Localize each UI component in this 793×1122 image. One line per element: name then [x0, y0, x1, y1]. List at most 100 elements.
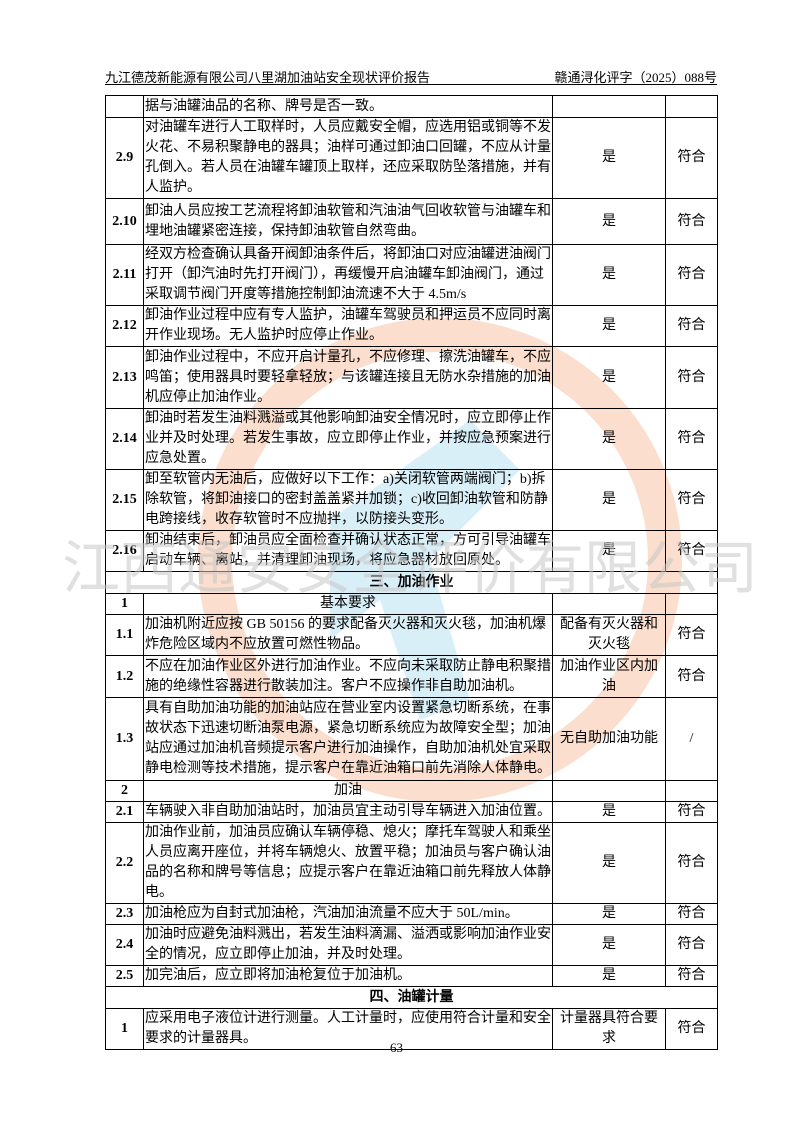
table-row: 1.3 具有自助加油功能的加油站应在营业室内设置紧急切断系统，在事故状态下迅速切断…: [105, 697, 718, 781]
requirement-text: 据与油罐油品的名称、牌号是否一致。: [143, 95, 553, 118]
requirement-text: 加油时应避免油料溅出，若发生油料滴漏、溢洒或影响加油作业安全的情况，应立即停止加…: [143, 924, 553, 966]
table-row: 2.14 卸油时若发生油料溅溢或其他影响卸油安全情况时，应立即停止作业并及时处理。…: [105, 408, 718, 470]
result-cell: 计量器具符合要求: [552, 1008, 666, 1050]
conclusion-cell: 符合: [665, 822, 718, 904]
table-row: 2.2 加油作业前，加油员应确认车辆停稳、熄火；摩托车驾驶人和乘坐人员应离开座位，…: [105, 822, 718, 904]
table-row: 2.16 卸油结束后，卸油员应全面检查并确认状态正常，方可引导油罐车启动车辆、离站…: [105, 530, 718, 572]
result-cell: 是: [552, 408, 666, 470]
subsection-title: 加油: [143, 780, 553, 802]
table-row: 2.13 卸油作业过程中，不应开启计量孔，不应修理、擦洗油罐车，不应鸣笛；使用器具…: [105, 346, 718, 409]
conclusion-cell: 符合: [665, 614, 718, 656]
item-number: 1.1: [105, 614, 144, 656]
item-number: 2.1: [105, 801, 144, 823]
conclusion-cell: 符合: [665, 530, 718, 572]
result-cell: 是: [552, 198, 666, 245]
subsection-title: 基本要求: [143, 593, 553, 615]
conclusion-cell: [665, 593, 718, 615]
result-cell: 是: [552, 469, 666, 531]
conclusion-cell: 符合: [665, 346, 718, 409]
result-cell: [552, 780, 666, 802]
table-row: 2.4 加油时应避免油料溅出，若发生油料滴漏、溢洒或影响加油作业安全的情况，应立即…: [105, 924, 718, 966]
table-row: 2.3 加油枪应为自封式加油枪，汽油加油流量不应大于 50L/min。是符合: [105, 903, 718, 925]
conclusion-cell: 符合: [665, 801, 718, 823]
table-row: 1 应采用电子液位计进行测量。人工计量时，应使用符合计量和安全要求的计量器具。 计量…: [105, 1008, 718, 1050]
result-cell: 是: [552, 903, 666, 925]
conclusion-cell: 符合: [665, 924, 718, 966]
item-number: 2.11: [105, 244, 144, 306]
item-number: 2.10: [105, 198, 144, 245]
table-row: 2.10 卸油人员应按工艺流程将卸油软管和汽油油气回收软管与油罐车和埋地油罐紧密连…: [105, 198, 718, 245]
inspection-table: 据与油罐油品的名称、牌号是否一致。 2.9 对油罐车进行人工取样时，人员应戴安全帽，…: [105, 95, 718, 1050]
item-number: 2.14: [105, 408, 144, 470]
result-cell: 是: [552, 244, 666, 306]
result-cell: 是: [552, 117, 666, 199]
requirement-text: 加油机附近应按 GB 50156 的要求配备灭火器和灭火毯，加油机爆炸危险区域内…: [143, 614, 553, 656]
table-row: 1.2 不应在加油作业区外进行加油作业。不应向未采取防止静电积聚措施的绝缘性容器进…: [105, 655, 718, 698]
result-cell: [552, 593, 666, 615]
conclusion-cell: [665, 780, 718, 802]
conclusion-cell: 符合: [665, 198, 718, 245]
section-title: 四、油罐计量: [105, 986, 718, 1009]
requirement-text: 具有自助加油功能的加油站应在营业室内设置紧急切断系统，在事故状态下迅速切断油泵电…: [143, 697, 553, 781]
requirement-text: 卸油人员应按工艺流程将卸油软管和汽油油气回收软管与油罐车和埋地油罐紧密连接，保持…: [143, 198, 553, 245]
table-row: 据与油罐油品的名称、牌号是否一致。: [105, 95, 718, 118]
item-number: 1: [105, 1008, 144, 1050]
result-cell: 是: [552, 801, 666, 823]
table-row: 1 基本要求: [105, 593, 718, 615]
requirement-text: 加油枪应为自封式加油枪，汽油加油流量不应大于 50L/min。: [143, 903, 553, 925]
table-row: 2.5 加完油后，应立即将加油枪复位于加油机。是符合: [105, 965, 718, 987]
requirement-text: 卸油作业过程中应有专人监护，油罐车驾驶员和押运员不应同时离开作业现场。无人监护时…: [143, 305, 553, 347]
requirement-text: 加完油后，应立即将加油枪复位于加油机。: [143, 965, 553, 987]
table-row: 2 加油: [105, 780, 718, 802]
section-header-row: 四、油罐计量: [105, 986, 718, 1009]
table-row: 2.9 对油罐车进行人工取样时，人员应戴安全帽，应选用铝或铜等不发火花、不易积聚静…: [105, 117, 718, 199]
requirement-text: 对油罐车进行人工取样时，人员应戴安全帽，应选用铝或铜等不发火花、不易积聚静电的器…: [143, 117, 553, 199]
requirement-text: 卸至软管内无油后，应做好以下工作：a)关闭软管两端阀门；b)拆除软管，将卸油接口…: [143, 469, 553, 531]
conclusion-cell: 符合: [665, 903, 718, 925]
conclusion-cell: 符合: [665, 117, 718, 199]
item-number: 2.13: [105, 346, 144, 409]
document-number: 赣通浔化评字（2025）088号: [554, 70, 717, 85]
result-cell: 是: [552, 305, 666, 347]
item-number: [105, 95, 144, 118]
table-row: 1.1 加油机附近应按 GB 50156 的要求配备灭火器和灭火毯，加油机爆炸危险…: [105, 614, 718, 656]
table-row: 2.11 经双方检查确认具备开阀卸油条件后，将卸油口对应油罐进油阀门打开（卸汽油时…: [105, 244, 718, 306]
requirement-text: 卸油作业过程中，不应开启计量孔，不应修理、擦洗油罐车，不应鸣笛；使用器具时要轻拿…: [143, 346, 553, 409]
section-header-row: 三、加油作业: [105, 571, 718, 594]
requirement-text: 经双方检查确认具备开阀卸油条件后，将卸油口对应油罐进油阀门打开（卸汽油时先打开阀…: [143, 244, 553, 306]
result-cell: 是: [552, 822, 666, 904]
table-row: 2.12 卸油作业过程中应有专人监护，油罐车驾驶员和押运员不应同时离开作业现场。无…: [105, 305, 718, 347]
requirement-text: 车辆驶入非自助加油站时，加油员宜主动引导车辆进入加油位置。: [143, 801, 553, 823]
result-cell: 是: [552, 346, 666, 409]
conclusion-cell: 符合: [665, 305, 718, 347]
result-cell: 是: [552, 530, 666, 572]
section-title: 三、加油作业: [105, 571, 718, 594]
page-header: 九江德茂新能源有限公司八里湖加油站安全现状评价报告 赣通浔化评字（2025）08…: [105, 66, 717, 85]
item-number: 2.3: [105, 903, 144, 925]
item-number: 2.15: [105, 469, 144, 531]
item-number: 1.2: [105, 655, 144, 698]
result-cell: 是: [552, 924, 666, 966]
requirement-text: 卸油时若发生油料溅溢或其他影响卸油安全情况时，应立即停止作业并及时处理。若发生事…: [143, 408, 553, 470]
requirement-text: 卸油结束后，卸油员应全面检查并确认状态正常，方可引导油罐车启动车辆、离站，并清理…: [143, 530, 553, 572]
result-cell: 加油作业区内加油: [552, 655, 666, 698]
item-number: 2.12: [105, 305, 144, 347]
table-row: 2.15 卸至软管内无油后，应做好以下工作：a)关闭软管两端阀门；b)拆除软管，将…: [105, 469, 718, 531]
result-cell: 无自助加油功能: [552, 697, 666, 781]
conclusion-cell: 符合: [665, 244, 718, 306]
report-title: 九江德茂新能源有限公司八里湖加油站安全现状评价报告: [105, 70, 431, 85]
result-cell: 配备有灭火器和灭火毯: [552, 614, 666, 656]
conclusion-cell: 符合: [665, 965, 718, 987]
item-number: 2.5: [105, 965, 144, 987]
requirement-text: 不应在加油作业区外进行加油作业。不应向未采取防止静电积聚措施的绝缘性容器进行散装…: [143, 655, 553, 698]
conclusion-cell: 符合: [665, 469, 718, 531]
item-number: 1: [105, 593, 144, 615]
requirement-text: 应采用电子液位计进行测量。人工计量时，应使用符合计量和安全要求的计量器具。: [143, 1008, 553, 1050]
item-number: 2.4: [105, 924, 144, 966]
item-number: 2.16: [105, 530, 144, 572]
result-cell: [552, 95, 666, 118]
requirement-text: 加油作业前，加油员应确认车辆停稳、熄火；摩托车驾驶人和乘坐人员应离开座位，并将车…: [143, 822, 553, 904]
item-number: 1.3: [105, 697, 144, 781]
item-number: 2.9: [105, 117, 144, 199]
item-number: 2: [105, 780, 144, 802]
